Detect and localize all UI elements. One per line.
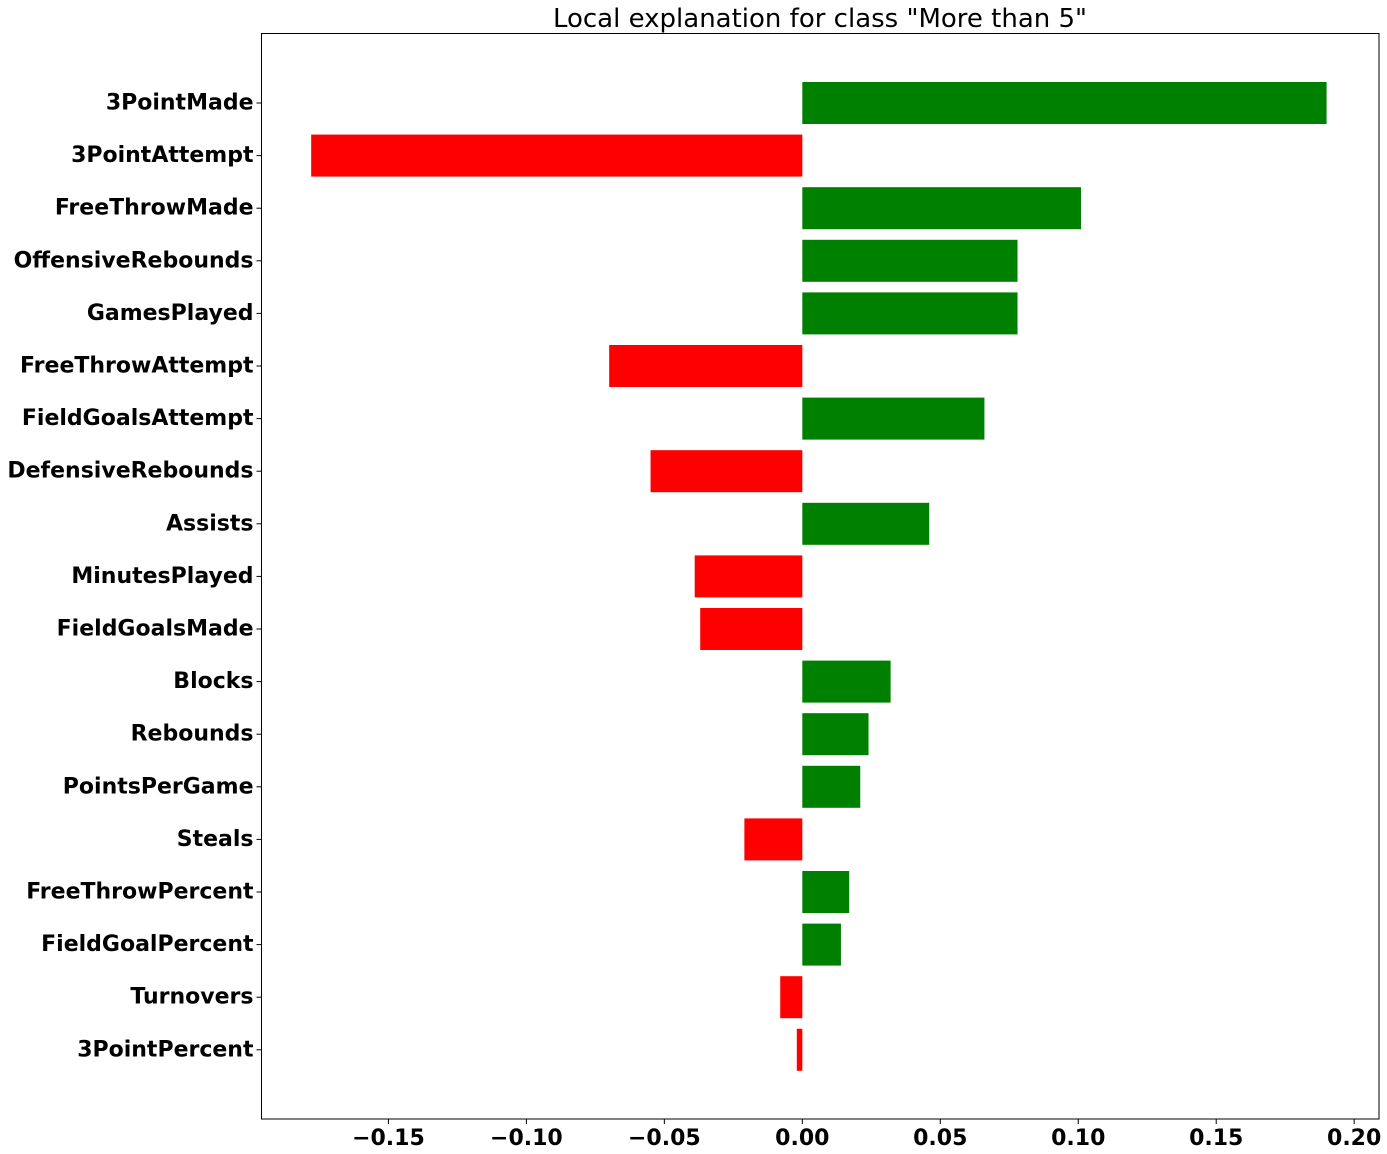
y-tick-label: FreeThrowPercent <box>26 880 254 905</box>
y-tick-label: MinutesPlayed <box>71 564 253 589</box>
bar-FreeThrowAttempt <box>609 345 803 387</box>
x-tick-label: −0.15 <box>352 1126 425 1151</box>
y-tick-label: OffensiveRebounds <box>14 248 254 273</box>
bar-FreeThrowMade <box>802 187 1081 230</box>
x-tick-label: 0.10 <box>1051 1126 1105 1151</box>
bar-FieldGoalsAttempt <box>802 397 985 440</box>
bar-Assists <box>802 502 930 545</box>
bar-OffensiveRebounds <box>802 239 1018 282</box>
bar-FieldGoalPercent <box>802 923 841 966</box>
y-tick-label: FieldGoalPercent <box>41 932 254 957</box>
bar-3PointAttempt <box>311 134 803 177</box>
x-tick-label: 0.15 <box>1189 1126 1243 1151</box>
x-tick-label: −0.10 <box>490 1126 563 1151</box>
x-tick-label: −0.05 <box>628 1126 701 1151</box>
chart-title: Local explanation for class "More than 5… <box>553 4 1087 34</box>
y-tick-label: PointsPerGame <box>63 774 254 799</box>
bar-3PointPercent <box>796 1028 803 1071</box>
bar-DefensiveRebounds <box>650 450 803 493</box>
y-tick-label: Turnovers <box>130 985 253 1010</box>
y-axis: 3PointMade 3PointAttempt FreeThrowMade Offe… <box>7 91 262 1062</box>
bar-Rebounds <box>802 713 869 756</box>
bar-GamesPlayed <box>802 292 1018 335</box>
y-tick-label: Rebounds <box>131 722 254 747</box>
y-tick-label: DefensiveRebounds <box>7 459 253 484</box>
y-tick-label: Blocks <box>173 669 253 694</box>
bar-3PointMade <box>802 82 1327 124</box>
bars-group <box>311 82 1327 1071</box>
x-tick-label: 0.00 <box>775 1126 829 1151</box>
bar-Blocks <box>802 660 891 703</box>
y-tick-label: FreeThrowMade <box>55 196 254 221</box>
y-tick-label: FieldGoalsMade <box>57 617 254 642</box>
bar-PointsPerGame <box>802 765 861 808</box>
y-tick-label: FreeThrowAttempt <box>20 354 254 379</box>
y-tick-label: 3PointPercent <box>77 1037 254 1062</box>
bar-FieldGoalsMade <box>700 608 803 650</box>
y-tick-label: GamesPlayed <box>87 301 254 326</box>
y-tick-label: 3PointAttempt <box>71 143 254 168</box>
x-axis: −0.15 −0.10 −0.05 0.00 0.05 0.10 0.15 0.20 <box>352 1119 1381 1151</box>
y-tick-label: 3PointMade <box>106 91 254 116</box>
x-tick-label: 0.20 <box>1327 1126 1381 1151</box>
plot-frame <box>261 33 1380 1120</box>
bar-Steals <box>744 818 803 861</box>
y-tick-label: Steals <box>177 827 254 852</box>
bar-Turnovers <box>780 976 803 1019</box>
bar-MinutesPlayed <box>694 555 803 598</box>
y-tick-label: Assists <box>166 511 253 536</box>
y-tick-label: FieldGoalsAttempt <box>22 406 254 431</box>
bar-FreeThrowPercent <box>802 871 850 913</box>
x-tick-label: 0.05 <box>913 1126 967 1151</box>
